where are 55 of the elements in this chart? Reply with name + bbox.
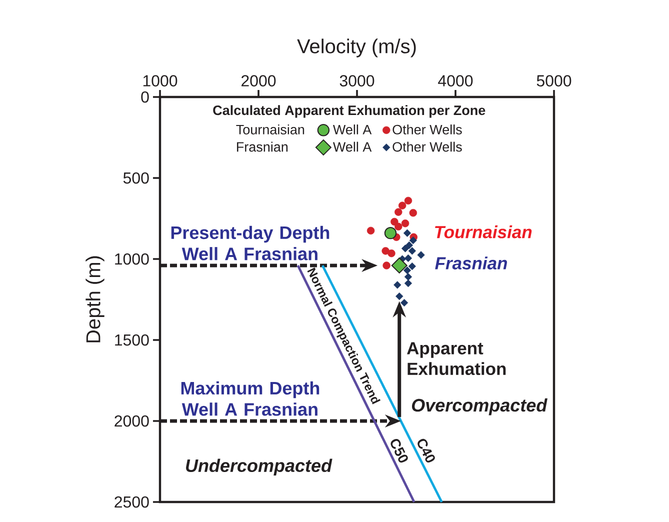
- point: [408, 247, 416, 255]
- y-tick-label: 1000: [115, 253, 149, 265]
- annotation: Overcompacted: [412, 398, 548, 416]
- legend-label: Well A: [332, 124, 372, 134]
- point: [405, 241, 414, 250]
- x-axis-title: Velocity (m/s): [297, 38, 416, 58]
- text: C50: [390, 438, 408, 463]
- point: [394, 222, 402, 230]
- legend-label: Well A: [332, 142, 372, 152]
- y-tick-label: 2500: [114, 496, 149, 508]
- y-tick-label: 500: [123, 172, 149, 184]
- point: [391, 257, 408, 274]
- annotation: Undercompacted: [186, 458, 332, 476]
- point: [403, 229, 412, 237]
- point: [384, 226, 397, 240]
- point: [396, 292, 404, 300]
- point: [388, 249, 396, 258]
- x-tick-label: 3000: [340, 75, 374, 86]
- point: [409, 236, 417, 244]
- point: [401, 244, 410, 252]
- point: [409, 208, 417, 217]
- annotation: Frasnian: [237, 142, 288, 152]
- legend-label: Other Wells: [392, 142, 462, 152]
- point: [404, 279, 412, 288]
- annotation: Tournaisian: [236, 124, 304, 134]
- point: [403, 266, 412, 274]
- point: [394, 208, 402, 216]
- point: [400, 298, 408, 307]
- legend-title: Calculated Apparent Exhumation per Zone: [213, 105, 486, 118]
- legend-label: Other Wells: [392, 124, 462, 134]
- point: [394, 281, 402, 289]
- ref-line-label: Maximum Depth Well A Frasnian: [181, 381, 320, 416]
- point: [398, 202, 406, 210]
- x-tick-label: 2000: [242, 75, 276, 86]
- y-axis-title: Depth (m): [86, 256, 104, 342]
- point: [366, 226, 375, 234]
- y-tick-label: 1500: [115, 334, 149, 346]
- point: [382, 262, 390, 270]
- point: [404, 272, 412, 281]
- point: [408, 262, 416, 270]
- x-tick-label: 4000: [438, 75, 473, 86]
- text: C40: [418, 438, 435, 462]
- point: [404, 254, 412, 262]
- point: [417, 251, 425, 259]
- annotation: Apparent Exhumation: [406, 342, 506, 376]
- ref-line-label: Present-day Depth Well A Frasnian: [171, 226, 330, 260]
- point: [390, 218, 398, 226]
- x-tick-label: 1000: [143, 75, 178, 86]
- x-tick-label: 5000: [536, 75, 572, 86]
- annotation: Tournaisian: [435, 225, 532, 238]
- annotation: Frasnian: [435, 256, 507, 270]
- y-tick-label: 2000: [114, 415, 149, 427]
- point: [401, 220, 410, 228]
- point: [404, 196, 412, 205]
- y-tick-label: 0: [141, 91, 149, 103]
